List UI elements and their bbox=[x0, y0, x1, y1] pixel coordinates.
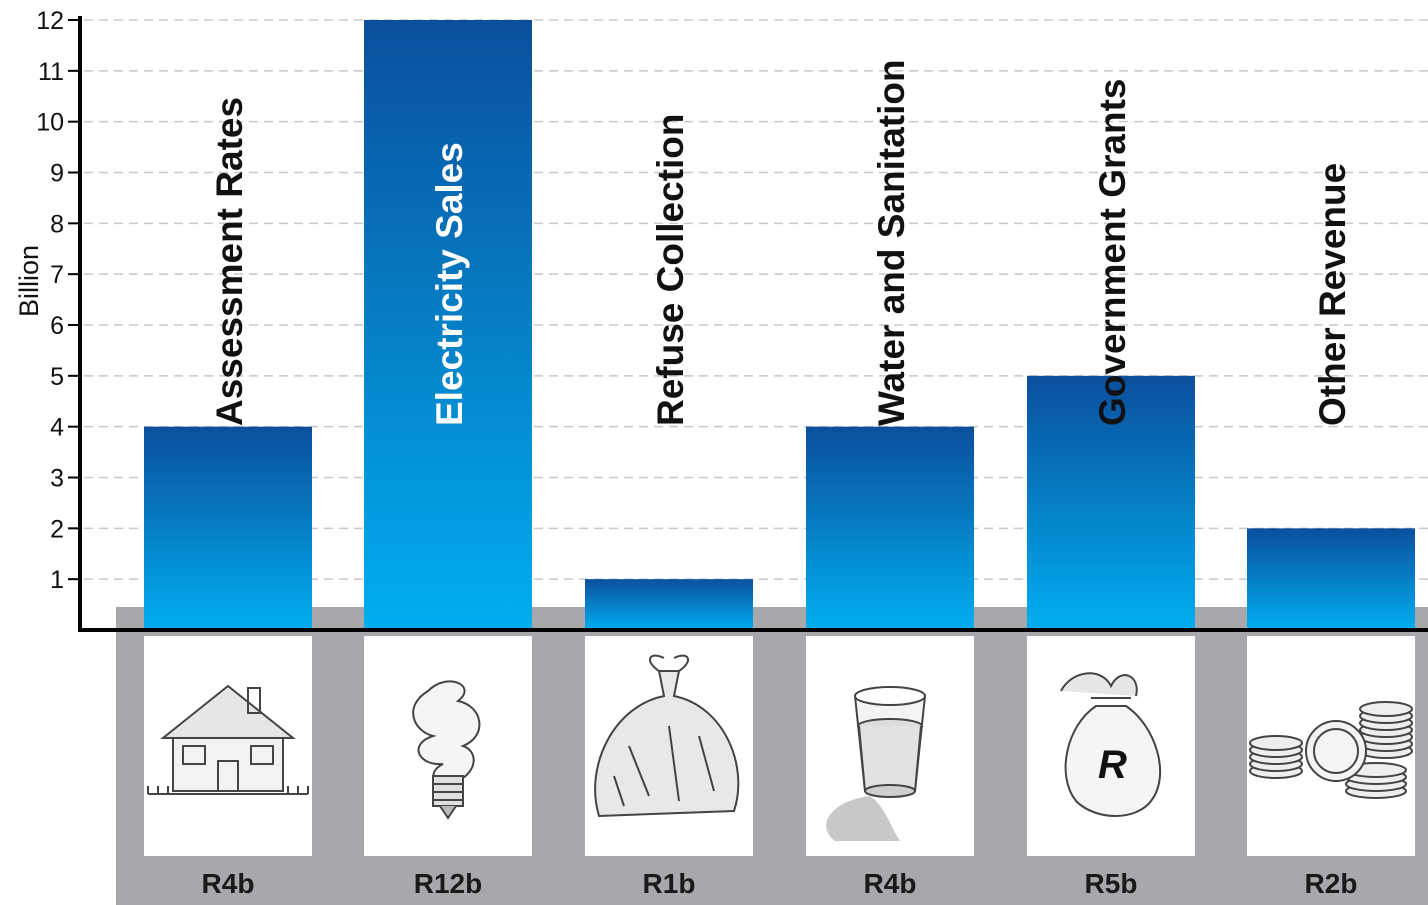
coins-icon bbox=[1249, 701, 1413, 799]
y-tick-label: 1 bbox=[50, 566, 64, 594]
amount-label: R4b bbox=[202, 868, 255, 899]
amount-label: R1b bbox=[643, 868, 696, 899]
y-tick-label: 8 bbox=[50, 210, 64, 238]
bar bbox=[1247, 528, 1415, 630]
rand-symbol: R bbox=[1098, 743, 1127, 787]
category-label: Refuse Collection bbox=[650, 114, 691, 427]
water-glass-icon bbox=[826, 686, 927, 841]
y-tick-label: 4 bbox=[50, 414, 64, 442]
amount-label: R2b bbox=[1305, 868, 1358, 899]
y-tick-label: 5 bbox=[50, 363, 64, 391]
bar bbox=[1027, 375, 1195, 630]
category-label: Other Revenue bbox=[1312, 163, 1353, 426]
category-label: Water and Sanitation bbox=[871, 59, 912, 426]
bar bbox=[364, 20, 532, 630]
lightbulb-icon bbox=[412, 680, 481, 820]
amount-label: R5b bbox=[1085, 868, 1138, 899]
y-axis-label: Billion bbox=[14, 245, 44, 317]
amount-label: R4b bbox=[864, 868, 917, 899]
bar bbox=[806, 426, 974, 630]
image-panel-background bbox=[116, 607, 1428, 905]
bar bbox=[144, 426, 312, 630]
category-label: Electricity Sales bbox=[429, 142, 470, 426]
money-bag-icon: R bbox=[1060, 672, 1161, 817]
trash-bag-icon bbox=[594, 654, 740, 818]
y-tick-label: 6 bbox=[50, 312, 64, 340]
y-tick-label: 9 bbox=[50, 160, 64, 188]
y-tick-label: 3 bbox=[50, 465, 64, 493]
category-label: Government Grants bbox=[1092, 79, 1133, 426]
y-tick-label: 12 bbox=[36, 7, 64, 35]
category-label: Assessment Rates bbox=[209, 97, 250, 426]
y-tick-label: 10 bbox=[36, 109, 64, 137]
amount-label: R12b bbox=[414, 868, 482, 899]
bar bbox=[585, 579, 753, 630]
y-tick-label: 2 bbox=[50, 515, 64, 543]
bars: Assessment Rates Electricity Sales Refuse … bbox=[144, 20, 1415, 630]
icon-cards: R4b R12b R1b R4b R R5b R2b bbox=[144, 636, 1415, 899]
house-icon bbox=[147, 684, 309, 795]
y-tick-label: 11 bbox=[38, 58, 64, 86]
y-tick-label: 7 bbox=[50, 261, 64, 289]
